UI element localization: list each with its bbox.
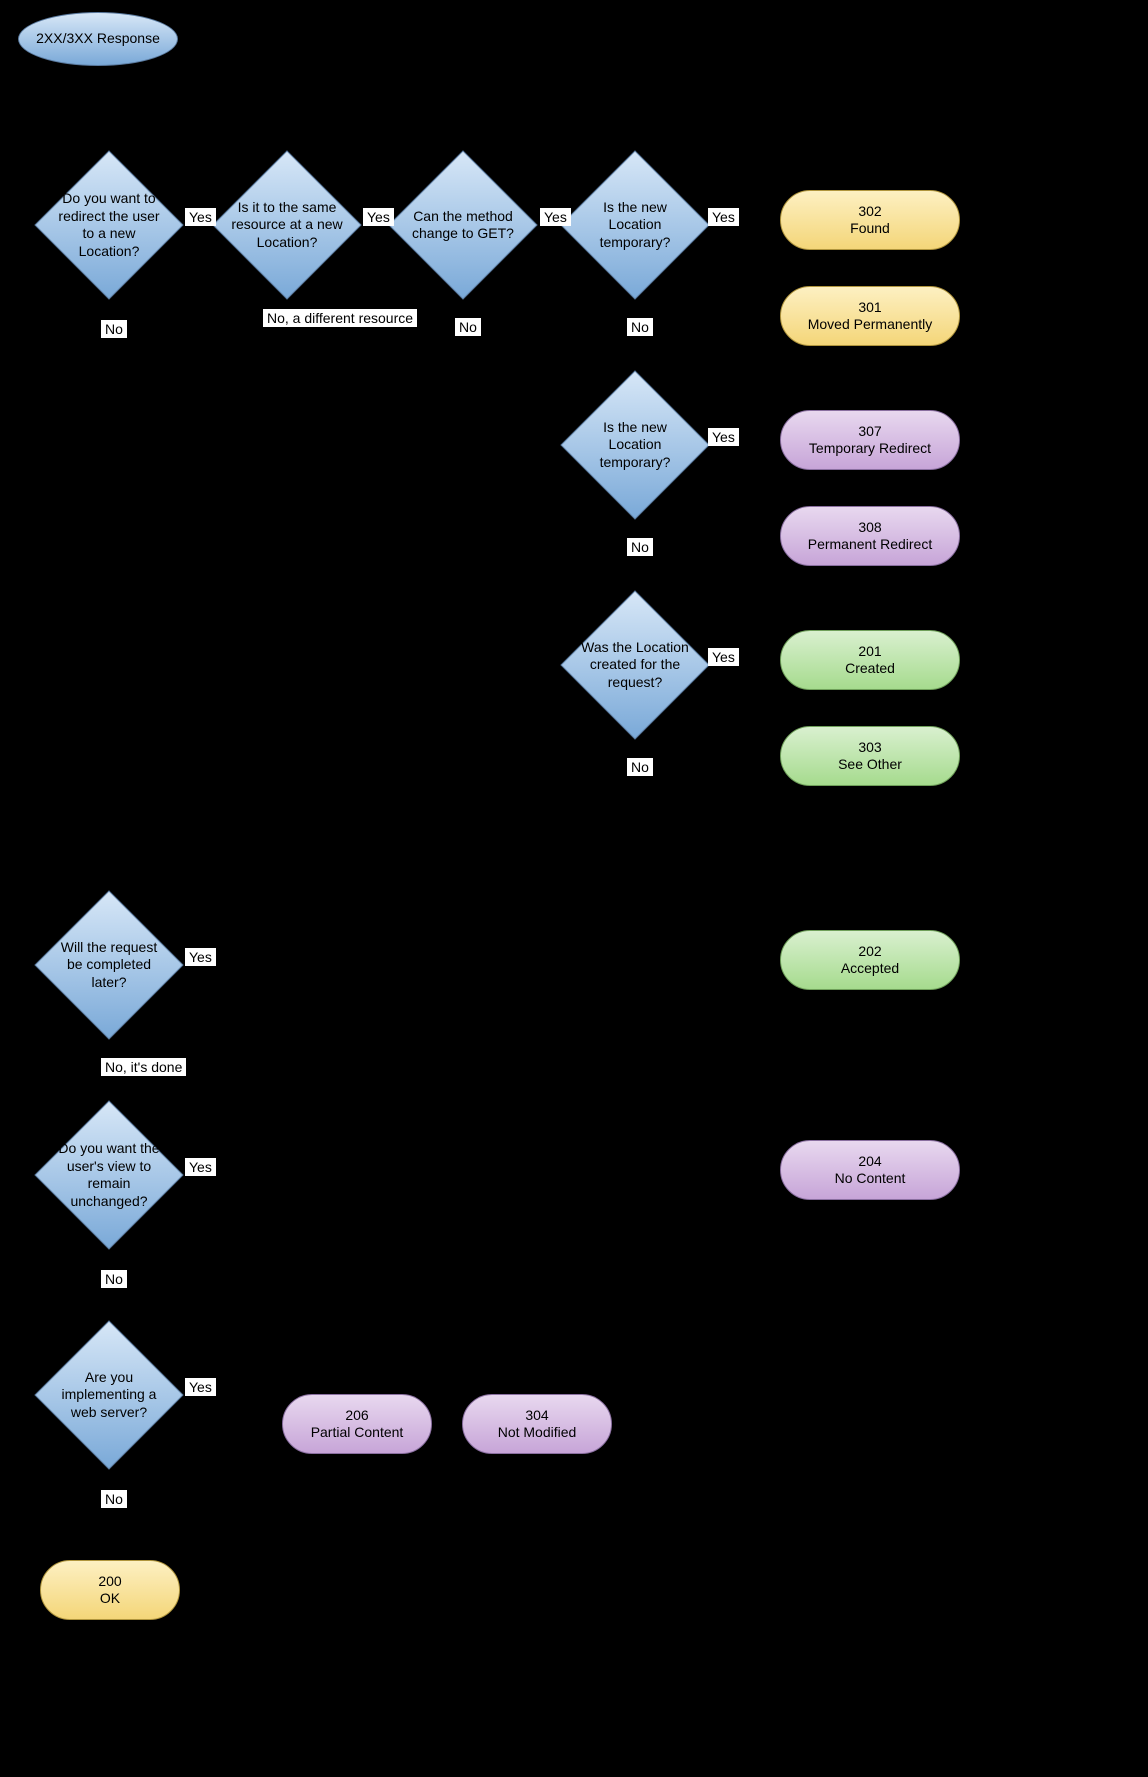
terminal-node-308: 308 Permanent Redirect	[780, 506, 960, 566]
node-label: 206 Partial Content	[311, 1407, 404, 1442]
edge	[635, 520, 780, 536]
terminal-node-206: 206 Partial Content	[282, 1394, 432, 1454]
decision-d_method: Can the method change to GET?	[388, 150, 538, 300]
decision-d_temp2: Is the new Location temporary?	[560, 370, 710, 520]
decision-d_same: Is it to the same resource at a new Loca…	[212, 150, 362, 300]
edge-label: No	[627, 538, 653, 556]
terminal-node-302: 302 Found	[780, 190, 960, 250]
decision-d_created: Was the Location created for the request…	[560, 590, 710, 740]
node-label: 308 Permanent Redirect	[808, 519, 933, 554]
node-label: 304 Not Modified	[498, 1407, 577, 1442]
decision-d_ws: Are you implementing a web server?	[34, 1320, 184, 1470]
node-label: 302 Found	[850, 203, 890, 238]
edge-label: Yes	[708, 428, 739, 446]
decision-label: Can the method change to GET?	[388, 150, 538, 300]
decision-d_temp1: Is the new Location temporary?	[560, 150, 710, 300]
edge-label: No	[101, 320, 127, 338]
edge-label: No	[101, 1490, 127, 1508]
edge	[635, 300, 780, 316]
node-label: 303 See Other	[838, 739, 902, 774]
edge-label: No	[101, 1270, 127, 1288]
decision-label: Do you want to redirect the user to a ne…	[34, 150, 184, 300]
edge-label: Yes	[185, 1158, 216, 1176]
edge-label: Yes	[185, 948, 216, 966]
decision-label: Is the new Location temporary?	[560, 370, 710, 520]
decision-label: Is it to the same resource at a new Loca…	[212, 150, 362, 300]
decision-d_view: Do you want the user's view to remain un…	[34, 1100, 184, 1250]
terminal-node-307: 307 Temporary Redirect	[780, 410, 960, 470]
terminal-node-303: 303 See Other	[780, 726, 960, 786]
edge-label: Yes	[708, 648, 739, 666]
edge	[184, 1395, 282, 1424]
decision-label: Is the new Location temporary?	[560, 150, 710, 300]
node-label: 307 Temporary Redirect	[809, 423, 931, 458]
edge-label: No	[627, 758, 653, 776]
node-label: 204 No Content	[835, 1153, 906, 1188]
terminal-node-204: 204 No Content	[780, 1140, 960, 1200]
edge-label: Yes	[708, 208, 739, 226]
edge-label: No	[627, 318, 653, 336]
node-label: 301 Moved Permanently	[808, 299, 933, 334]
start-node: 2XX/3XX Response	[18, 12, 178, 66]
decision-d_redirect: Do you want to redirect the user to a ne…	[34, 150, 184, 300]
edge-label: No, it's done	[101, 1058, 186, 1076]
terminal-node-304: 304 Not Modified	[462, 1394, 612, 1454]
edge-label: No	[455, 318, 481, 336]
terminal-node-202: 202 Accepted	[780, 930, 960, 990]
terminal-node-200: 200 OK	[40, 1560, 180, 1620]
node-label: 200 OK	[98, 1573, 121, 1608]
node-label: 202 Accepted	[841, 943, 899, 978]
decision-label: Are you implementing a web server?	[34, 1320, 184, 1470]
edge	[635, 740, 780, 756]
edge-label: No, a different resource	[263, 309, 417, 327]
decision-label: Do you want the user's view to remain un…	[34, 1100, 184, 1250]
edge-label: Yes	[185, 1378, 216, 1396]
decision-label: Will the request be completed later?	[34, 890, 184, 1040]
edge	[287, 300, 560, 665]
terminal-node-201: 201 Created	[780, 630, 960, 690]
decision-d_later: Will the request be completed later?	[34, 890, 184, 1040]
edge-label: Yes	[363, 208, 394, 226]
decision-label: Was the Location created for the request…	[560, 590, 710, 740]
edge-label: Yes	[185, 208, 216, 226]
edge-label: Yes	[540, 208, 571, 226]
node-label: 201 Created	[845, 643, 895, 678]
terminal-node-301: 301 Moved Permanently	[780, 286, 960, 346]
node-label: 2XX/3XX Response	[36, 30, 160, 48]
